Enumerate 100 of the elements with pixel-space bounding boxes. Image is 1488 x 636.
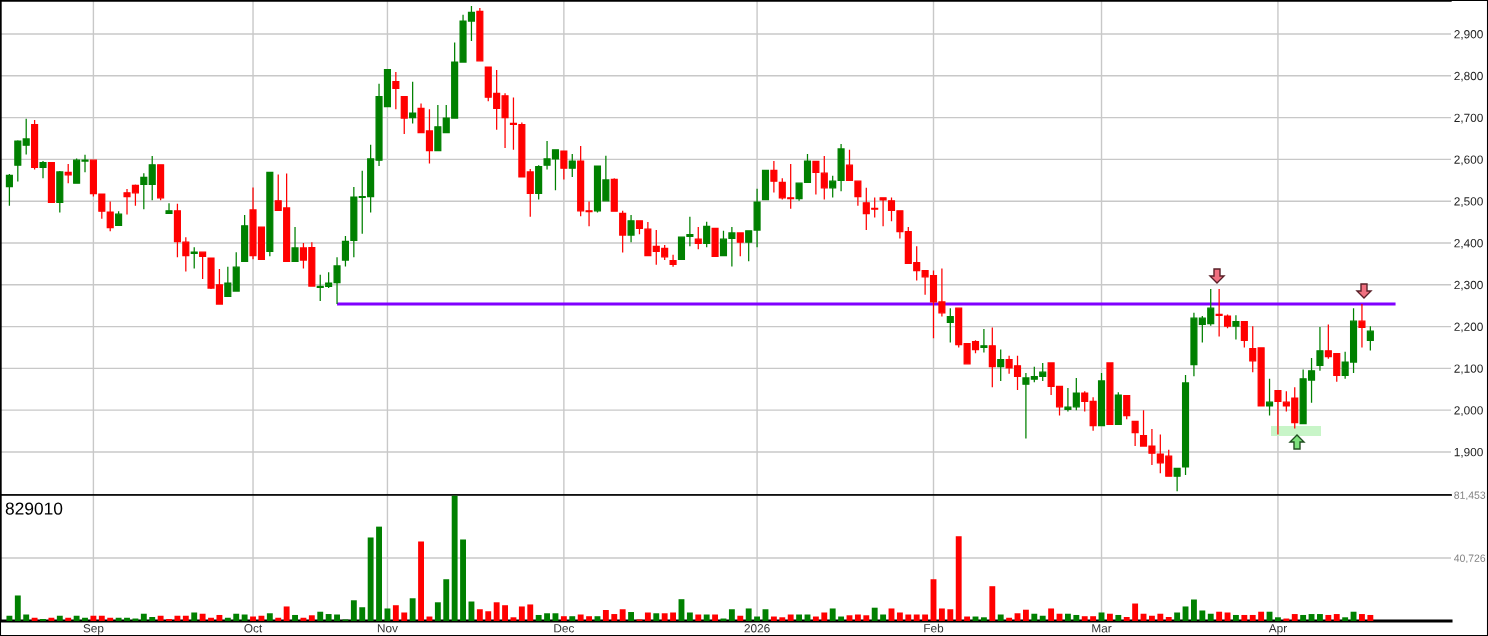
candlestick — [1064, 387, 1072, 413]
candlestick — [1081, 390, 1089, 413]
candlestick — [761, 169, 770, 201]
candlestick — [56, 170, 64, 214]
bar — [1098, 612, 1105, 621]
x-tick-label: Sep — [83, 624, 104, 635]
bar — [82, 617, 88, 621]
candlestick — [829, 175, 837, 199]
candlestick — [770, 160, 778, 194]
candlestick — [719, 230, 728, 257]
candlestick — [1265, 378, 1274, 417]
candlestick — [1097, 372, 1106, 427]
bar — [1317, 614, 1323, 621]
bar — [787, 614, 794, 621]
bar — [602, 610, 609, 621]
candlestick — [1232, 314, 1240, 341]
bar — [98, 615, 105, 621]
bar — [48, 617, 55, 621]
candlestick — [526, 168, 534, 218]
candlestick — [140, 172, 148, 210]
bar — [166, 618, 172, 621]
bar — [325, 614, 332, 621]
candlestick — [568, 153, 576, 178]
candlestick — [955, 307, 963, 349]
x-tick-label: Nov — [377, 624, 398, 633]
candlestick — [266, 171, 274, 257]
candlestick — [560, 150, 568, 181]
candlestick — [241, 214, 249, 262]
bar — [317, 611, 324, 621]
y-tick-label: 2,200 — [1454, 322, 1483, 333]
y-tick-label: 1,900 — [1454, 447, 1483, 458]
candlestick — [22, 118, 30, 156]
bar — [518, 606, 525, 621]
bar — [527, 604, 534, 621]
candlestick — [619, 210, 627, 254]
bar — [1333, 614, 1340, 621]
bar — [308, 615, 315, 621]
candlestick — [711, 227, 719, 257]
bar — [653, 613, 660, 621]
bar — [863, 615, 870, 621]
candlestick — [1358, 303, 1366, 349]
bar — [258, 615, 265, 621]
candlestick — [535, 164, 543, 201]
bar — [611, 614, 618, 621]
bar — [1291, 614, 1298, 621]
bar — [1106, 613, 1113, 621]
x-tick-label: Apr — [1268, 624, 1287, 635]
bar — [1148, 615, 1155, 621]
candlestick — [703, 221, 711, 248]
bar — [947, 609, 954, 621]
candlestick — [736, 232, 744, 257]
candlestick — [31, 119, 39, 171]
bar — [964, 616, 971, 621]
bar — [376, 526, 382, 621]
candlestick — [694, 226, 702, 250]
bar — [745, 608, 752, 621]
bar — [1300, 614, 1307, 621]
candlestick — [1249, 325, 1257, 373]
bar — [796, 614, 803, 621]
y-tick-label: 2,700 — [1454, 113, 1483, 124]
candlestick — [1366, 325, 1374, 352]
candlestick — [980, 328, 988, 354]
bar — [1325, 614, 1332, 621]
bar — [350, 600, 357, 621]
y-tick-label: 2,100 — [1454, 364, 1483, 375]
bar — [6, 615, 13, 621]
candlestick — [224, 266, 232, 298]
candlestick — [1316, 326, 1324, 372]
candlestick — [39, 160, 47, 179]
bar — [434, 602, 441, 621]
bar — [115, 617, 122, 621]
candlestick — [627, 214, 635, 243]
candlestick — [409, 81, 417, 125]
candlestick — [165, 202, 173, 214]
bar — [1132, 603, 1139, 621]
y-tick-label: 2,000 — [1454, 406, 1483, 416]
bar — [1216, 611, 1223, 621]
bar — [56, 615, 63, 621]
candlestick — [997, 348, 1005, 382]
bar — [23, 614, 30, 621]
candlestick — [1123, 394, 1131, 420]
candlestick — [812, 160, 820, 196]
bar — [224, 617, 231, 621]
candlestick — [341, 235, 350, 268]
candlestick — [157, 164, 165, 201]
bar — [31, 617, 38, 621]
bar — [1190, 599, 1197, 621]
bar — [569, 616, 576, 621]
bar — [1039, 615, 1046, 621]
y-tick-label: 2,900 — [1454, 30, 1483, 40]
bar — [1258, 611, 1265, 621]
bar — [1064, 613, 1071, 621]
bar — [443, 579, 450, 621]
y-tick-label: 81,453 — [1454, 491, 1486, 501]
bar — [1224, 612, 1231, 621]
bar — [216, 614, 223, 621]
candlestick — [434, 104, 442, 152]
candlestick — [644, 221, 652, 257]
candlestick — [1106, 362, 1114, 425]
candlestick — [350, 186, 358, 258]
